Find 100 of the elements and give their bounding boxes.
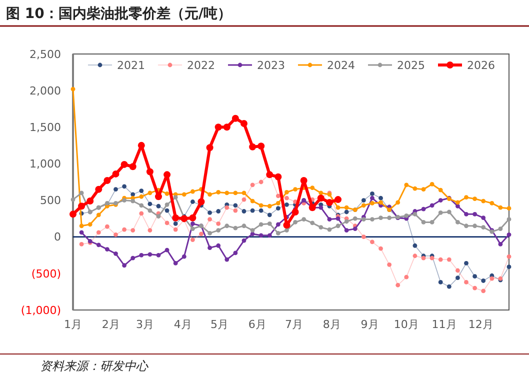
point [242,209,246,214]
point [370,240,374,244]
point [104,224,110,229]
point [430,182,434,186]
y-tick-label: (1,000) [20,304,61,317]
point [88,222,92,227]
point [130,228,136,232]
point [318,225,324,230]
point [250,182,255,188]
point [139,194,144,199]
point [464,280,468,284]
point [112,170,120,178]
point [242,190,246,196]
point [216,243,221,248]
point [164,248,170,252]
point [506,217,512,222]
point [344,228,349,232]
point [224,190,230,196]
point [233,250,238,256]
point [498,205,503,210]
point [216,190,221,194]
point [300,177,308,184]
point [258,142,265,150]
x-tick-label: 11月 [432,318,457,331]
point [352,216,358,221]
point [86,198,94,205]
point [506,232,512,237]
point [216,221,221,226]
legend-label: 2023 [257,58,285,72]
x-tick-label: 6月 [248,318,266,331]
point [438,188,443,192]
x-tick-label: 5月 [210,318,229,331]
point [96,212,101,218]
point [276,201,280,206]
point [208,217,212,222]
point [129,163,136,170]
point [148,208,152,213]
point [190,189,195,194]
point [164,208,170,213]
x-tick-label: 1月 [64,318,82,331]
point [130,198,136,204]
point [327,227,332,232]
point [223,124,230,131]
point [378,246,383,251]
point [78,202,86,210]
point [250,208,255,213]
point [189,214,196,222]
point [148,252,152,257]
point [361,234,366,240]
point [224,224,230,228]
legend-label: 2021 [117,58,145,72]
point [172,214,180,222]
point [446,284,452,289]
point [70,197,76,202]
point [242,197,246,202]
point [233,226,238,230]
point [284,202,289,207]
point [233,208,238,213]
point [164,171,171,178]
point [258,233,264,238]
point [336,224,340,228]
point [190,200,195,204]
point [464,224,468,228]
point [198,198,205,206]
point [490,201,494,206]
point [361,217,366,222]
point [114,187,118,192]
point [139,252,144,258]
point [164,202,170,207]
point [224,205,230,210]
x-tick-label: 12月 [468,318,494,331]
point [156,252,161,258]
point [130,256,136,260]
point [456,276,460,280]
x-tick-label: 4月 [174,318,192,331]
y-tick-label: 2,000 [30,84,61,98]
point [182,254,186,259]
point [250,198,255,204]
point [283,222,290,229]
point [506,254,512,259]
point [70,86,76,92]
y-tick-label: 1,000 [30,158,61,171]
point [139,203,144,208]
point [173,260,178,266]
text: 资料来源：研发中心 [40,359,149,373]
point [318,205,324,210]
point [464,260,468,266]
point [114,251,118,256]
point [114,232,118,237]
point [464,195,468,200]
point [284,190,289,194]
point [96,230,101,235]
point [95,186,102,193]
point [148,228,152,232]
point [96,242,101,248]
point [242,224,246,228]
point [276,231,280,236]
y-tick-label: 2,500 [30,48,61,61]
point [387,216,392,220]
point [361,203,366,208]
